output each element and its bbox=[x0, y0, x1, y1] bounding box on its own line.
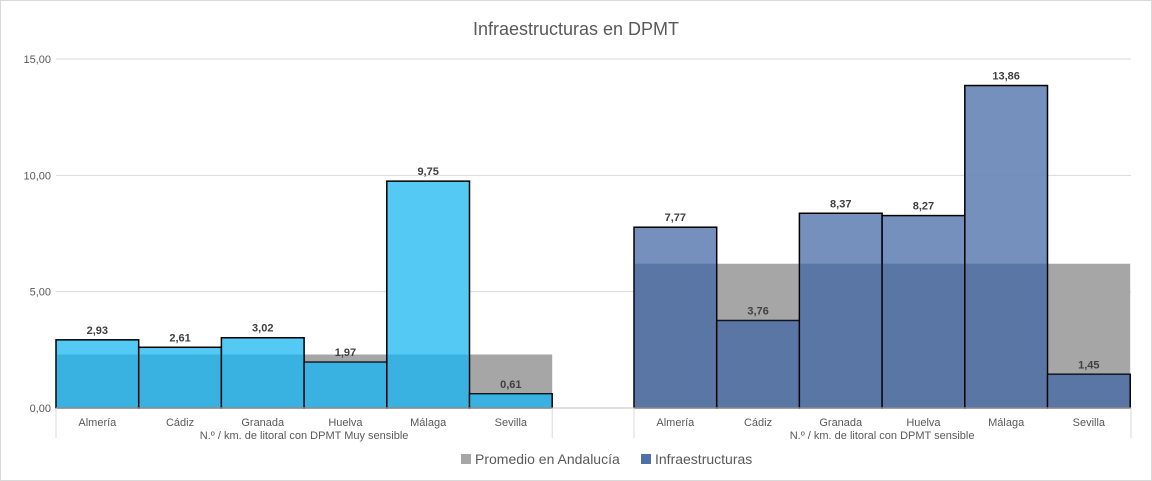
category-label: Málaga bbox=[410, 417, 447, 429]
category-label: Sevilla bbox=[1073, 417, 1106, 429]
legend: Promedio en Andalucía Infraestructuras bbox=[461, 451, 752, 467]
data-label: 13,86 bbox=[992, 71, 1020, 83]
y-tick-label: 10,00 bbox=[23, 170, 51, 182]
bar-lower-shade bbox=[717, 320, 799, 408]
data-label: 8,37 bbox=[830, 198, 851, 210]
y-tick-label: 0,00 bbox=[30, 403, 51, 415]
category-label: Granada bbox=[819, 417, 863, 429]
bar-lower-shade bbox=[139, 354, 221, 408]
data-label: 2,93 bbox=[87, 325, 108, 337]
group-label: N.º / km. de litoral con DPMT Muy sensib… bbox=[200, 430, 409, 442]
category-label: Málaga bbox=[988, 417, 1025, 429]
category-label: Cádiz bbox=[744, 417, 772, 429]
legend-label: Promedio en Andalucía bbox=[475, 451, 620, 467]
bar-layer bbox=[55, 84, 1131, 409]
category-label: Huelva bbox=[906, 417, 941, 429]
bar-lower-shade bbox=[634, 263, 716, 408]
y-tick-label: 5,00 bbox=[30, 287, 51, 299]
data-label: 9,75 bbox=[417, 166, 438, 178]
category-label: Almería bbox=[656, 417, 695, 429]
bar-lower-shade bbox=[304, 362, 387, 408]
bar-lower-shade bbox=[222, 354, 304, 408]
data-label: 1,45 bbox=[1078, 359, 1099, 371]
bar-lower-shade bbox=[1048, 374, 1130, 408]
bar-lower-shade bbox=[387, 354, 469, 408]
data-label: 7,77 bbox=[665, 212, 686, 224]
axis-layer: 0,00 5,00 10,00 15,00 Almería Cádiz Granada Hue… bbox=[23, 54, 1132, 442]
legend-swatch bbox=[641, 454, 651, 464]
legend-label: Infraestructuras bbox=[655, 451, 752, 467]
data-label: 2,61 bbox=[169, 332, 190, 344]
bar bbox=[964, 84, 1049, 409]
category-label: Huelva bbox=[328, 417, 363, 429]
bar bbox=[715, 319, 801, 409]
category-label: Cádiz bbox=[166, 417, 194, 429]
bar-lower-shade bbox=[882, 263, 965, 408]
bar-lower-shade bbox=[470, 393, 552, 408]
category-label: Granada bbox=[241, 417, 285, 429]
data-label: 0,61 bbox=[500, 379, 521, 391]
bar-lower-shade bbox=[800, 263, 882, 408]
category-label: Almería bbox=[78, 417, 117, 429]
bar bbox=[881, 214, 966, 409]
data-label: 3,02 bbox=[252, 323, 273, 335]
bar-lower-shade bbox=[56, 354, 138, 408]
category-label: Sevilla bbox=[495, 417, 528, 429]
data-label: 8,27 bbox=[913, 201, 934, 213]
data-label: 1,97 bbox=[335, 347, 356, 359]
data-label: 3,76 bbox=[747, 306, 768, 318]
chart-title: Infraestructuras en DPMT bbox=[473, 19, 679, 39]
label-layer: 2,93 2,61 3,02 1,97 9,75 0,61 7,77 3,76 8,37 8,27… bbox=[87, 71, 1100, 391]
group-label: N.º / km. de litoral con DPMT sensible bbox=[790, 430, 975, 442]
y-tick-label: 15,00 bbox=[23, 54, 51, 66]
bar-lower-shade bbox=[965, 263, 1047, 408]
legend-swatch bbox=[461, 454, 471, 464]
